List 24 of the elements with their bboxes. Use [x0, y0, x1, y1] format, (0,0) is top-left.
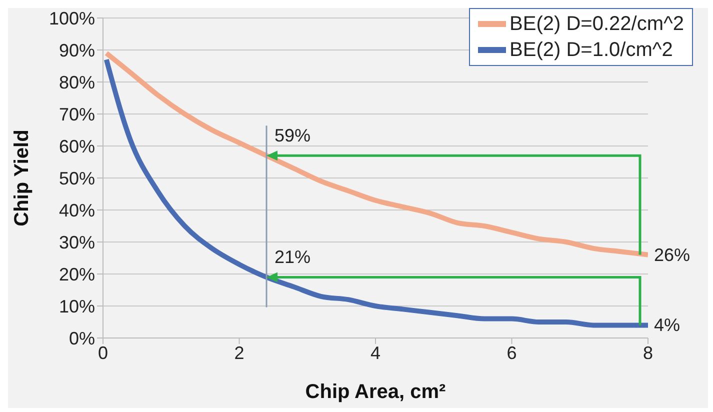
y-tick-label: 90%	[58, 40, 95, 60]
x-tick-label: 0	[98, 342, 108, 363]
x-tick-label: 8	[642, 342, 654, 363]
text: 4%	[654, 315, 680, 336]
y-tick-label: 30%	[58, 232, 95, 252]
annotation: 59%	[274, 126, 311, 146]
legend-label: BE(2) D=0.22/cm^2	[510, 12, 684, 37]
legend-label: BE(2) D=1.0/cm^2	[510, 38, 673, 63]
x-tick-label: 2	[234, 342, 244, 363]
x-tick-label: 4	[370, 342, 381, 363]
y-tick-label: 60%	[58, 136, 95, 156]
y-tick-label: 20%	[58, 264, 95, 284]
y-tick-label: 80%	[58, 72, 95, 92]
y-axis-title: Chip Yield	[11, 130, 34, 226]
y-tick-label: 0%	[68, 328, 95, 348]
y-tick-label: 70%	[58, 104, 95, 124]
y-tick-label: 10%	[58, 296, 95, 316]
x-tick-label: 6	[506, 342, 517, 363]
y-tick-label: 100%	[48, 8, 95, 28]
y-tick-label: 50%	[58, 168, 95, 188]
annotation: 21%	[274, 247, 311, 268]
text: 26%	[654, 244, 690, 265]
x-axis-title: Chip Area, cm²	[305, 381, 446, 403]
y-tick-label: 40%	[58, 200, 95, 220]
